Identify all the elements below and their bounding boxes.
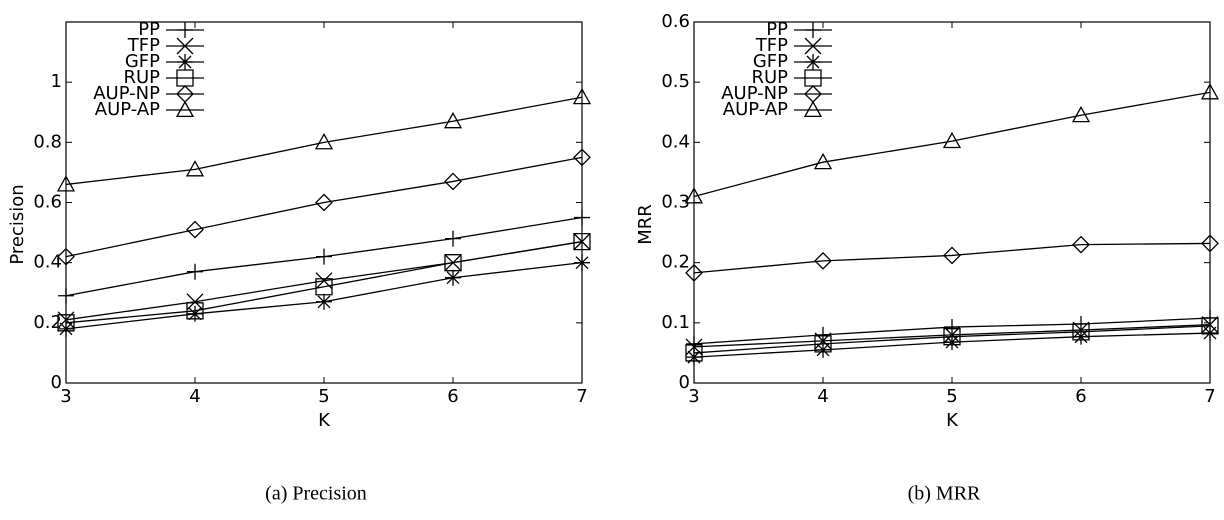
x-tick-label: 5 — [318, 386, 329, 407]
data-point — [316, 249, 332, 265]
data-point — [58, 321, 74, 337]
x-tick-label: 3 — [60, 386, 71, 407]
x-tick-label: 3 — [688, 386, 699, 407]
y-tick-label: 1 — [51, 71, 62, 92]
legend-label: AUP-AP — [95, 99, 160, 120]
legend-label: AUP-AP — [723, 99, 788, 120]
data-point — [316, 294, 332, 310]
x-axis-label: K — [946, 410, 959, 431]
y-tick-label: 0.8 — [33, 131, 62, 152]
data-point — [1202, 325, 1218, 341]
data-point — [944, 319, 960, 335]
y-tick-label: 0.6 — [661, 11, 690, 32]
legend-marker — [805, 102, 821, 116]
caption: (b) MRR — [908, 483, 981, 505]
data-point — [187, 264, 203, 280]
legend-marker — [177, 102, 193, 116]
x-axis-label: K — [318, 410, 331, 431]
data-point — [445, 270, 461, 286]
series-line — [66, 157, 582, 256]
data-point — [58, 288, 74, 304]
legend-marker — [805, 22, 821, 38]
y-tick-label: 0.3 — [661, 192, 690, 213]
legend-marker — [177, 22, 193, 38]
y-tick-label: 0.1 — [661, 312, 690, 333]
y-tick-label: 0.4 — [661, 131, 690, 152]
y-tick-label: 0.2 — [661, 252, 690, 273]
x-tick-label: 7 — [576, 386, 587, 407]
legend-marker — [805, 54, 821, 70]
x-tick-label: 7 — [1204, 386, 1215, 407]
y-axis-label: MRR — [635, 204, 656, 245]
x-tick-label: 4 — [189, 386, 200, 407]
y-axis-label: Precision — [7, 184, 28, 264]
data-point — [445, 231, 461, 247]
x-tick-label: 5 — [946, 386, 957, 407]
y-tick-label: 0.4 — [33, 252, 62, 273]
data-point — [686, 349, 702, 365]
caption: (a) Precision — [265, 483, 367, 505]
figure: 00.20.40.60.8134567KPrecision(a) Precisi… — [0, 0, 1224, 520]
legend-marker — [177, 54, 193, 70]
x-tick-label: 4 — [817, 386, 828, 407]
x-tick-label: 6 — [1075, 386, 1086, 407]
y-tick-label: 0.6 — [33, 192, 62, 213]
data-point — [574, 255, 590, 271]
x-tick-label: 6 — [447, 386, 458, 407]
data-point — [574, 210, 590, 226]
y-tick-label: 0.5 — [661, 71, 690, 92]
